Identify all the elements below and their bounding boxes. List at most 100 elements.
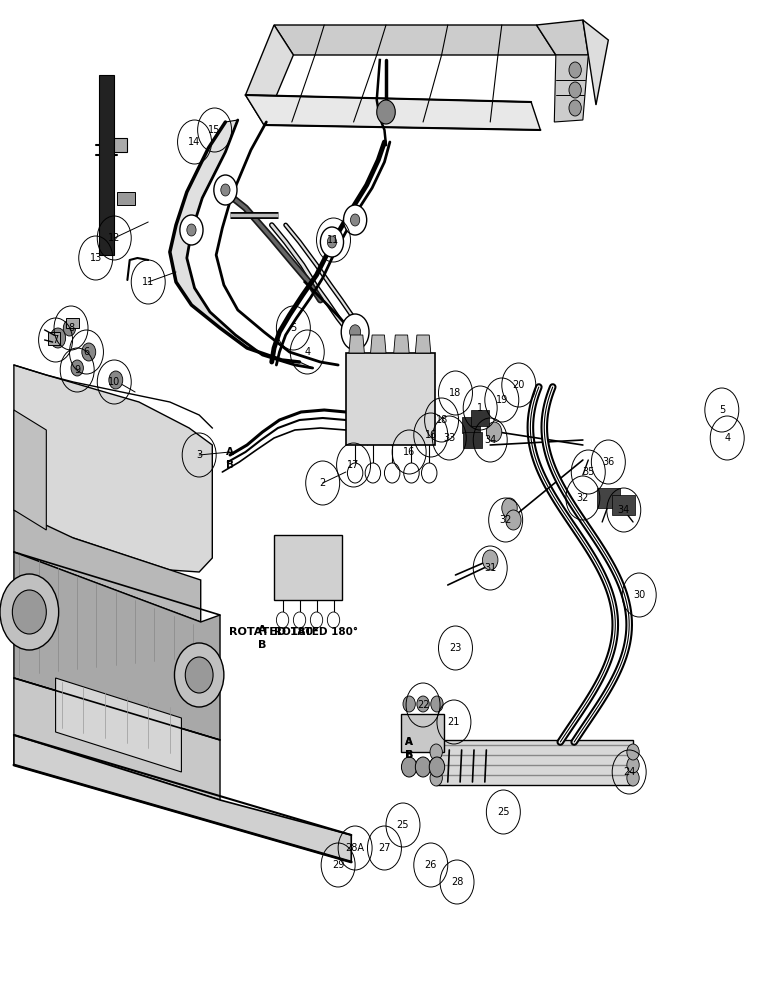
Polygon shape bbox=[597, 488, 620, 508]
Text: 14: 14 bbox=[188, 137, 201, 147]
Circle shape bbox=[214, 175, 237, 205]
Circle shape bbox=[569, 100, 581, 116]
Text: 13: 13 bbox=[90, 253, 102, 263]
Text: 5: 5 bbox=[290, 323, 296, 333]
Circle shape bbox=[384, 463, 400, 483]
Text: 35: 35 bbox=[582, 467, 594, 477]
Circle shape bbox=[422, 463, 437, 483]
Circle shape bbox=[347, 463, 363, 483]
Circle shape bbox=[276, 612, 289, 628]
Text: 22: 22 bbox=[417, 700, 429, 710]
Polygon shape bbox=[394, 335, 409, 353]
Circle shape bbox=[429, 757, 445, 777]
Polygon shape bbox=[245, 25, 293, 125]
Circle shape bbox=[627, 757, 639, 773]
Text: 8: 8 bbox=[68, 323, 74, 333]
Text: 32: 32 bbox=[499, 515, 512, 525]
Circle shape bbox=[187, 224, 196, 236]
Text: 34: 34 bbox=[618, 505, 630, 515]
Text: 28A: 28A bbox=[346, 843, 364, 853]
Text: A: A bbox=[226, 447, 234, 457]
Text: 15: 15 bbox=[208, 125, 221, 135]
Polygon shape bbox=[245, 95, 540, 130]
Circle shape bbox=[341, 314, 369, 350]
Text: 25: 25 bbox=[497, 807, 510, 817]
Text: B: B bbox=[259, 640, 266, 650]
Polygon shape bbox=[14, 510, 201, 622]
Text: B: B bbox=[405, 750, 413, 760]
Circle shape bbox=[63, 320, 76, 336]
Text: 21: 21 bbox=[448, 717, 460, 727]
Polygon shape bbox=[401, 714, 444, 752]
Circle shape bbox=[506, 510, 521, 530]
Circle shape bbox=[174, 643, 224, 707]
Polygon shape bbox=[48, 332, 60, 345]
Polygon shape bbox=[14, 552, 220, 740]
Text: 6: 6 bbox=[83, 347, 90, 357]
Circle shape bbox=[12, 590, 46, 634]
Polygon shape bbox=[14, 735, 351, 862]
Polygon shape bbox=[99, 75, 114, 255]
Text: ROTATED 180°: ROTATED 180° bbox=[229, 627, 319, 637]
Circle shape bbox=[482, 550, 498, 570]
Polygon shape bbox=[612, 495, 635, 515]
Text: A: A bbox=[405, 737, 413, 747]
Text: A: A bbox=[405, 737, 413, 747]
Polygon shape bbox=[462, 417, 480, 433]
Polygon shape bbox=[274, 535, 342, 600]
Text: 30: 30 bbox=[633, 590, 645, 600]
Circle shape bbox=[350, 214, 360, 226]
Polygon shape bbox=[114, 138, 127, 152]
Text: 29: 29 bbox=[332, 860, 344, 870]
Text: 25: 25 bbox=[397, 820, 409, 830]
Polygon shape bbox=[349, 335, 364, 353]
Circle shape bbox=[377, 100, 395, 124]
Polygon shape bbox=[583, 20, 608, 105]
Text: 24: 24 bbox=[623, 767, 635, 777]
Text: 27: 27 bbox=[378, 843, 391, 853]
Text: ROTATED 180°: ROTATED 180° bbox=[274, 627, 358, 637]
Text: B: B bbox=[405, 750, 413, 760]
Text: 11: 11 bbox=[327, 235, 340, 245]
Polygon shape bbox=[537, 20, 588, 55]
Text: 26: 26 bbox=[425, 860, 437, 870]
Polygon shape bbox=[14, 678, 220, 800]
Text: 9: 9 bbox=[74, 365, 80, 375]
Text: 10: 10 bbox=[108, 377, 120, 387]
Text: 3: 3 bbox=[196, 450, 202, 460]
Circle shape bbox=[293, 612, 306, 628]
Text: 16: 16 bbox=[403, 447, 415, 457]
Circle shape bbox=[502, 498, 517, 518]
Polygon shape bbox=[463, 432, 482, 448]
Circle shape bbox=[627, 744, 639, 760]
Polygon shape bbox=[274, 25, 556, 55]
Text: 4: 4 bbox=[304, 347, 310, 357]
Circle shape bbox=[320, 227, 344, 257]
Circle shape bbox=[417, 696, 429, 712]
Polygon shape bbox=[170, 120, 313, 368]
Text: 2: 2 bbox=[320, 478, 326, 488]
Circle shape bbox=[344, 205, 367, 235]
Circle shape bbox=[415, 757, 431, 777]
Circle shape bbox=[350, 325, 361, 339]
Circle shape bbox=[569, 62, 581, 78]
Text: 18: 18 bbox=[435, 415, 448, 425]
Text: A: A bbox=[258, 625, 267, 635]
Polygon shape bbox=[436, 740, 633, 785]
Text: 11: 11 bbox=[142, 277, 154, 287]
Polygon shape bbox=[14, 410, 46, 530]
Text: 34: 34 bbox=[484, 435, 496, 445]
Circle shape bbox=[627, 770, 639, 786]
Text: 33: 33 bbox=[443, 433, 455, 443]
Polygon shape bbox=[66, 318, 79, 328]
Polygon shape bbox=[415, 335, 431, 353]
Circle shape bbox=[401, 757, 417, 777]
Text: 31: 31 bbox=[484, 563, 496, 573]
Circle shape bbox=[569, 82, 581, 98]
Text: 20: 20 bbox=[513, 380, 525, 390]
Circle shape bbox=[180, 215, 203, 245]
Text: B: B bbox=[226, 460, 234, 470]
Polygon shape bbox=[117, 192, 135, 205]
Text: 19: 19 bbox=[496, 395, 508, 405]
Text: 32: 32 bbox=[577, 493, 589, 503]
